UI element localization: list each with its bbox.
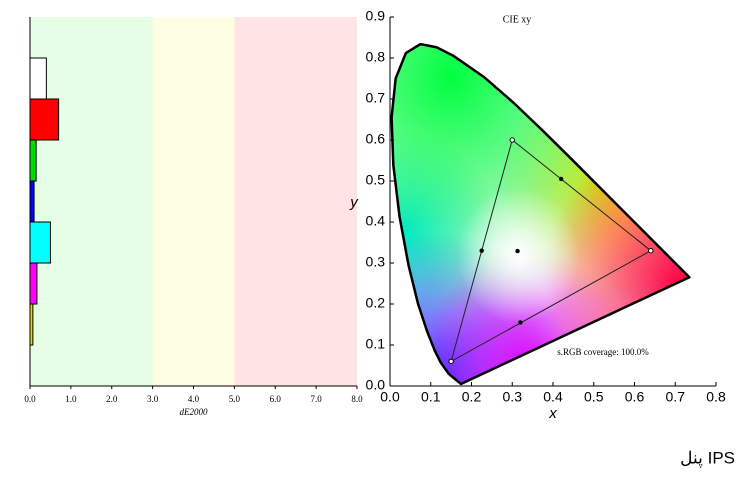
x-tick-label: 4.0	[188, 394, 200, 404]
measured-point	[518, 320, 523, 325]
annotation: s.RGB coverage: 100.0%	[557, 347, 649, 357]
measured-point	[515, 248, 520, 254]
tolerance-band	[152, 17, 235, 386]
x-tick-label: 0.0	[380, 389, 400, 405]
y-tick-label: 0.3	[366, 254, 386, 270]
y-tick-label: 0.1	[366, 336, 386, 352]
bar	[29, 139, 37, 182]
x-tick-label: 0.6	[625, 389, 645, 405]
x-tick-label: 0.4	[543, 389, 563, 405]
y-tick-label: 0.9	[366, 8, 386, 24]
fill-layer	[391, 44, 690, 384]
y-tick-label: 0.0	[366, 377, 386, 393]
y-tick-label: 0.6	[366, 131, 386, 147]
x-tick-label: 0.3	[503, 389, 523, 405]
primary-point	[448, 358, 454, 365]
y-axis-label: y	[349, 194, 359, 211]
caption: پنل IPS	[680, 448, 735, 468]
bar	[29, 221, 51, 264]
x-tick-label: 6.0	[270, 394, 282, 404]
chart-title: CIE xy	[503, 14, 532, 25]
chromaticity-fill	[391, 44, 690, 384]
primary-point	[509, 137, 515, 143]
y-tick-label: 0.2	[366, 295, 386, 311]
measured-point	[479, 248, 484, 253]
x-tick-label: 1.0	[65, 394, 77, 404]
x-tick-label: 8.0	[351, 394, 363, 404]
tolerance-band	[234, 17, 357, 386]
x-tick-label: 5.0	[229, 394, 241, 404]
primary-point	[648, 248, 654, 254]
y-tick-label: 0.8	[366, 49, 386, 65]
bar	[29, 262, 38, 305]
x-tick-label: 0.0	[24, 394, 36, 404]
y-tick-label: 0.7	[366, 90, 386, 106]
x-tick-label: 3.0	[147, 394, 159, 404]
x-tick-label: 0.5	[584, 389, 604, 405]
y-tick-label: 0.4	[366, 213, 386, 229]
x-tick-label: 0.7	[666, 389, 686, 405]
spectral-locus	[390, 42, 691, 386]
x-tick-label: 0.1	[421, 389, 441, 405]
bar	[29, 180, 35, 223]
x-tick-label: 0.8	[706, 389, 726, 405]
bar	[29, 57, 47, 100]
x-tick-label: 7.0	[311, 394, 323, 404]
x-axis-label: x	[548, 405, 557, 422]
bar	[29, 98, 60, 141]
tolerance-band	[30, 17, 153, 386]
y-tick-label: 0.5	[366, 172, 386, 188]
x-axis-label: dE2000	[180, 407, 208, 417]
measured-point	[558, 176, 564, 182]
x-tick-label: 0.2	[462, 389, 482, 405]
x-tick-label: 2.0	[106, 394, 118, 404]
